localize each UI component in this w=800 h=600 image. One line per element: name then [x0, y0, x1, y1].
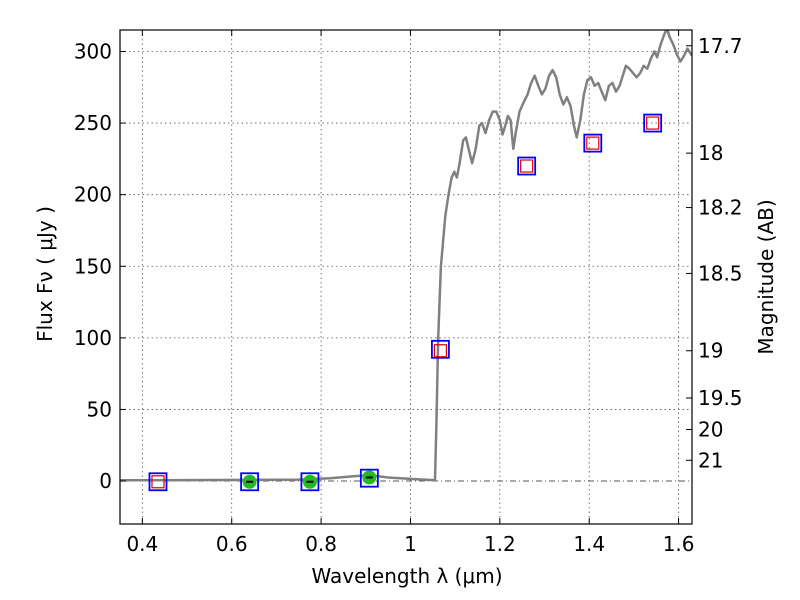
- x-tick-label: 1.4: [573, 532, 605, 556]
- y-tick-label: 0: [99, 469, 112, 493]
- y2-tick-label: 19: [698, 339, 723, 363]
- y2-tick-label: 20: [698, 417, 723, 441]
- y2-axis-title: Magnitude (AB): [754, 199, 778, 354]
- observed-flux-marker: [646, 116, 660, 130]
- y-axis-title: Flux Fν ( μJy ): [33, 206, 57, 342]
- model-flux-marker: [300, 472, 320, 492]
- plot-frame: [119, 29, 693, 525]
- y2-tick-label: 18.5: [698, 261, 743, 285]
- y-tick-label: 300: [74, 39, 112, 63]
- x-tick-label: 0.6: [216, 532, 248, 556]
- observed-flux-marker: [520, 159, 534, 173]
- y2-tick-label: 18.2: [698, 196, 743, 220]
- model-flux-marker: [431, 339, 450, 359]
- x-tick-label: 1: [404, 532, 417, 556]
- model-spectrum-line: [120, 30, 692, 482]
- grid-lines: [120, 30, 692, 524]
- axis-ticks: 0.4 0.6 0.8 1 1.2 1.4 1.6 0 50 100 150 200 250 300 17.…: [74, 30, 743, 556]
- model-flux-marker: [643, 113, 663, 133]
- observed-flux-marker: [433, 344, 448, 358]
- model-flux-marker: [359, 468, 379, 488]
- observed-flux-marker: [151, 475, 165, 489]
- x-tick-label: 0.8: [305, 532, 337, 556]
- y2-tick-label: 21: [698, 448, 723, 472]
- y2-tick-label: 18: [698, 141, 723, 165]
- x-tick-label: 1.6: [663, 532, 695, 556]
- y-tick-label: 150: [74, 254, 112, 278]
- y-tick-label: 250: [74, 111, 112, 135]
- x-tick-label: 0.4: [126, 532, 158, 556]
- x-axis-title: Wavelength λ (μm): [311, 564, 502, 588]
- y-tick-label: 50: [87, 397, 112, 421]
- model-flux-marker: [148, 472, 168, 492]
- observed-flux-marker: [586, 136, 600, 150]
- y-tick-label: 200: [74, 183, 112, 207]
- model-flux-marker: [517, 156, 537, 176]
- model-flux-marker: [583, 133, 603, 153]
- y-tick-label: 100: [74, 326, 112, 350]
- model-flux-marker: [240, 472, 259, 492]
- y2-tick-label: 17.7: [698, 34, 743, 58]
- y2-tick-label: 19.5: [698, 386, 743, 410]
- x-tick-label: 1.2: [484, 532, 516, 556]
- photometry-points: [148, 113, 663, 492]
